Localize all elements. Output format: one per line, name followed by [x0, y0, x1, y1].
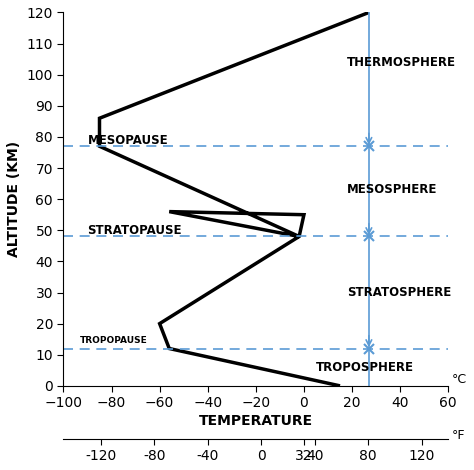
Text: STRATOPAUSE: STRATOPAUSE: [88, 224, 182, 237]
Text: °F: °F: [452, 429, 465, 442]
Text: MESOPAUSE: MESOPAUSE: [88, 133, 168, 147]
X-axis label: TEMPERATURE: TEMPERATURE: [199, 415, 313, 429]
Text: MESOSPHERE: MESOSPHERE: [347, 183, 438, 196]
Text: °C: °C: [452, 373, 467, 386]
Y-axis label: ALTITUDE (KM): ALTITUDE (KM): [7, 141, 21, 257]
Text: THERMOSPHERE: THERMOSPHERE: [347, 56, 456, 69]
Text: STRATOSPHERE: STRATOSPHERE: [347, 286, 452, 299]
Text: TROPOPAUSE: TROPOPAUSE: [80, 336, 148, 345]
Text: TROPOSPHERE: TROPOSPHERE: [316, 360, 414, 374]
